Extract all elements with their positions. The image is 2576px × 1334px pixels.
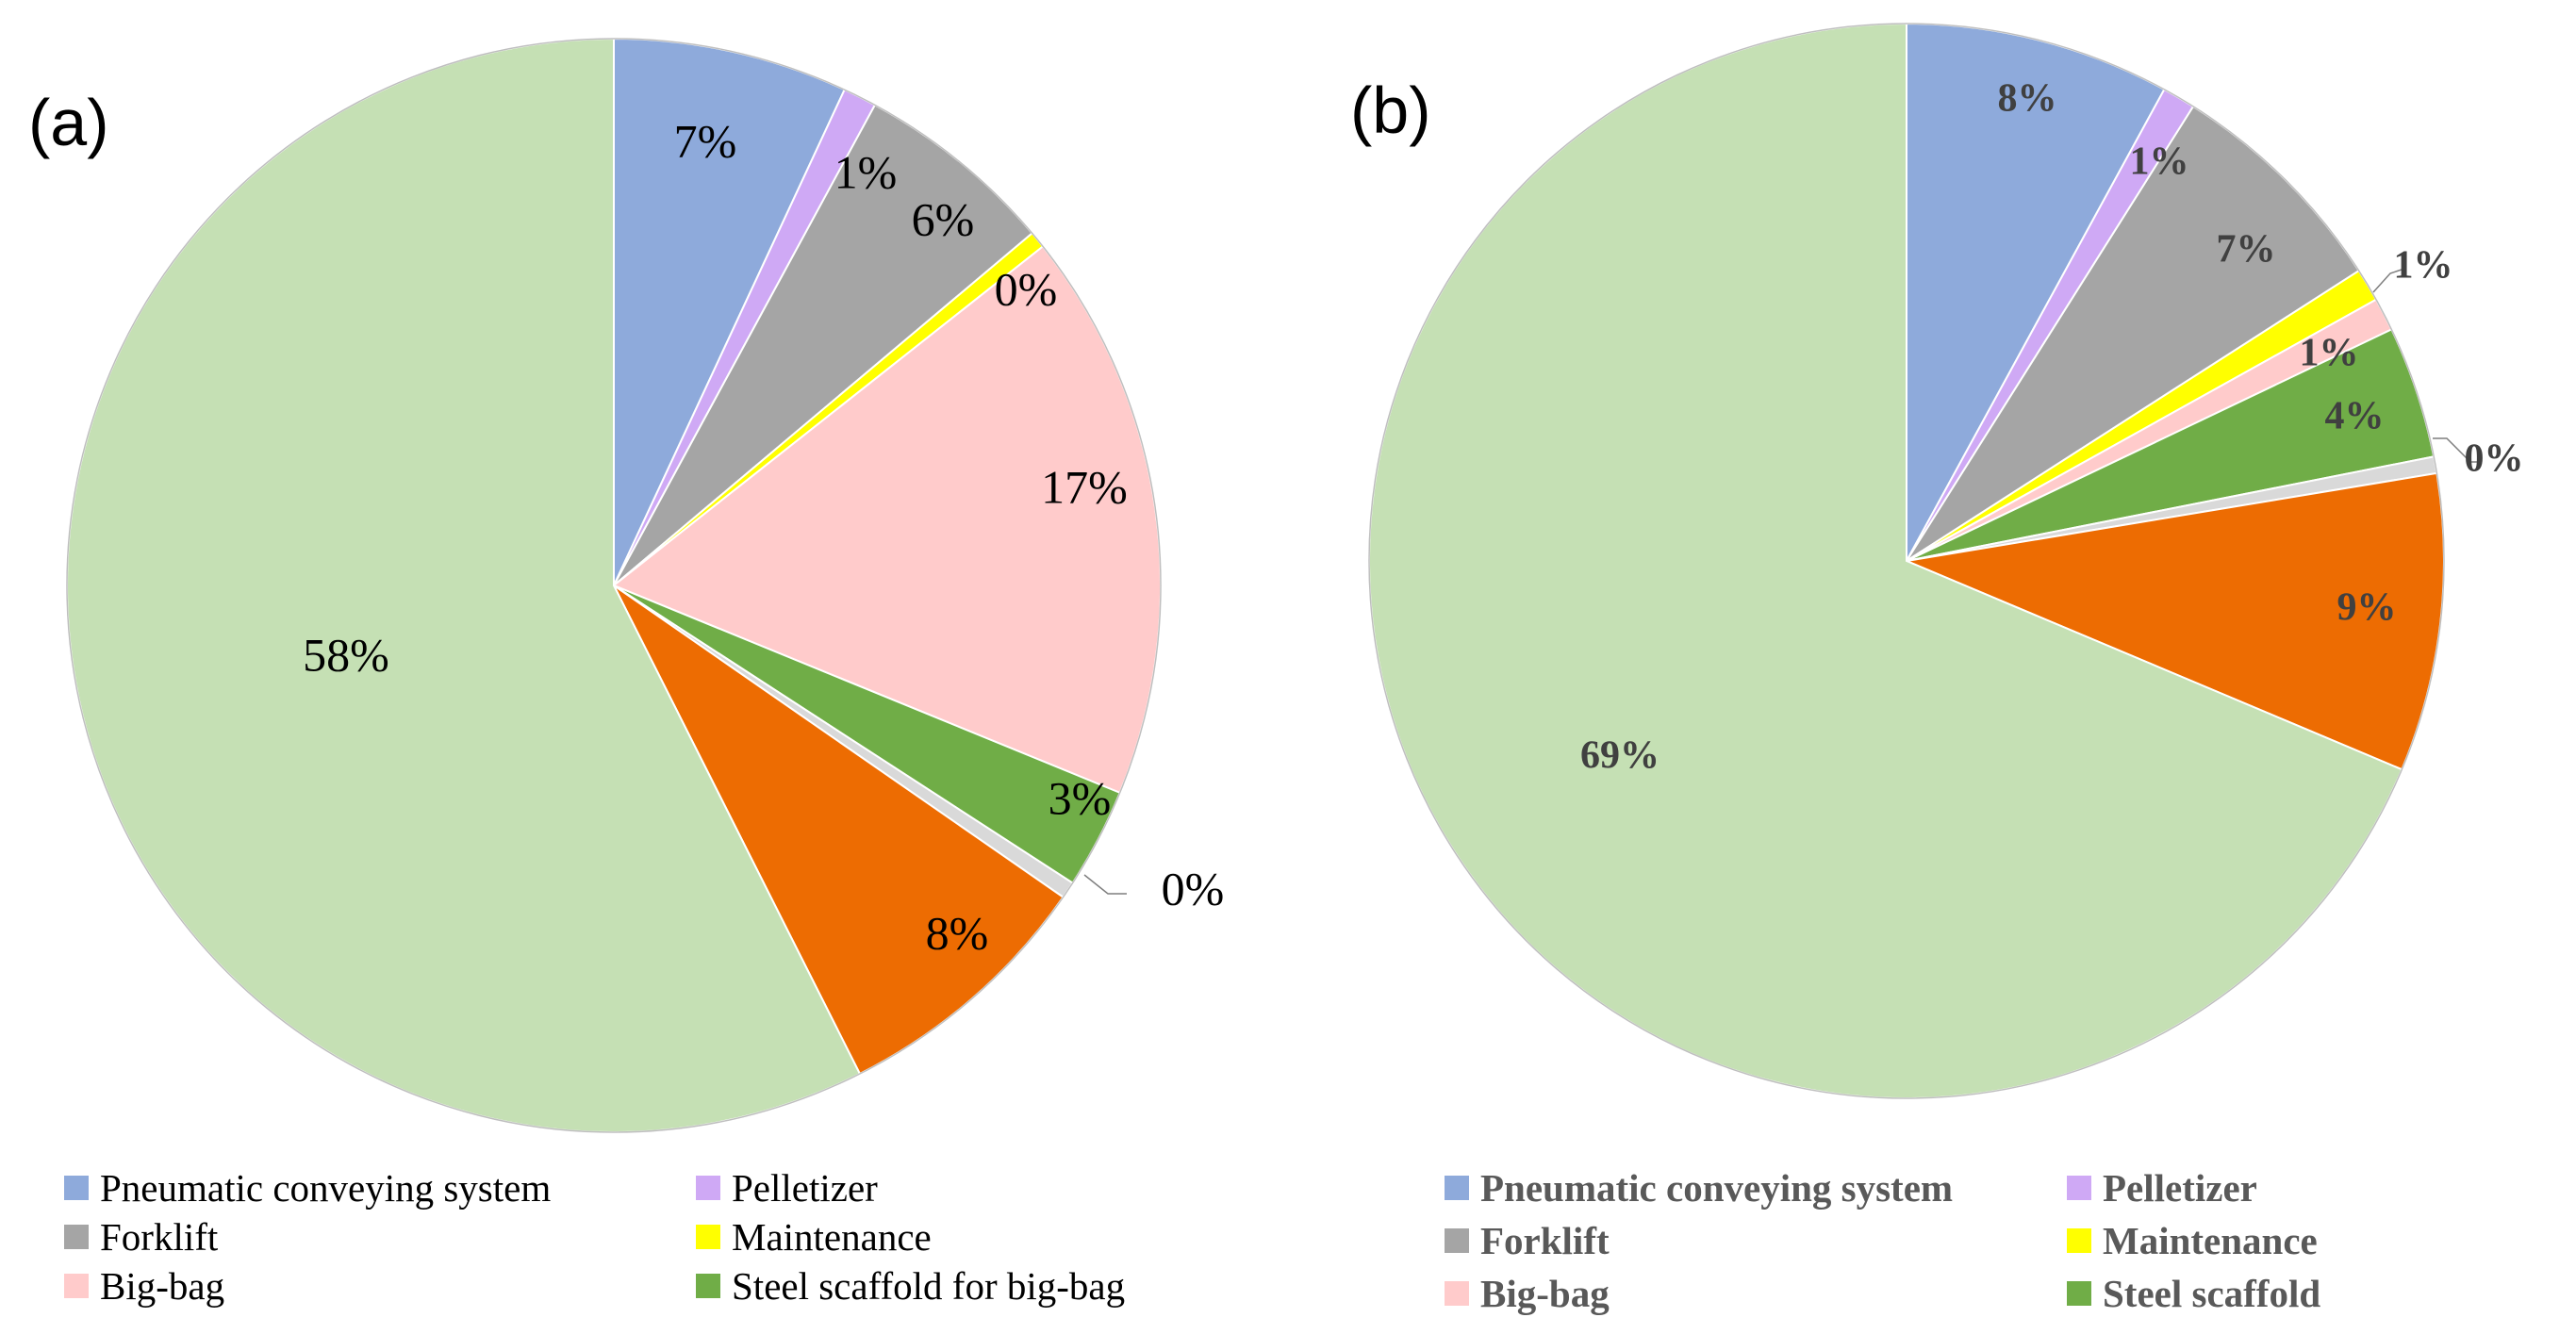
legend_a-item-1: Pelletizer bbox=[696, 1163, 1224, 1212]
legend_b-item-3: Maintenance bbox=[2067, 1214, 2576, 1267]
pie-b-data-label-0: 8% bbox=[1998, 77, 2057, 121]
legend_b-label-4: Big-bag bbox=[1480, 1272, 1610, 1315]
legend_b-item-5: Steel scaffold bbox=[2067, 1267, 2576, 1320]
pie-a-data-label-2: 6% bbox=[912, 192, 975, 245]
legend_b-swatch-5 bbox=[2067, 1281, 2091, 1306]
pie-a-data-label-6: 0% bbox=[1162, 862, 1225, 914]
pie-b-outline bbox=[1368, 23, 2445, 1099]
pie-b-data-label-4: 1% bbox=[2300, 332, 2359, 375]
legend_a-label-2: Forklift bbox=[100, 1215, 219, 1259]
legend_a-label-1: Pelletizer bbox=[732, 1166, 878, 1210]
legend_b-label-0: Pneumatic conveying system bbox=[1480, 1166, 1954, 1210]
legend_b-label-2: Forklift bbox=[1480, 1219, 1610, 1262]
legend_a-swatch-2 bbox=[64, 1225, 89, 1249]
legend_b-item-1: Pelletizer bbox=[2067, 1161, 2576, 1214]
legend_a-swatch-1 bbox=[696, 1176, 720, 1200]
legend_a-label-0: Pneumatic conveying system bbox=[100, 1166, 552, 1210]
legend_b-swatch-1 bbox=[2067, 1176, 2091, 1200]
legend_a-item-4: Big-bag bbox=[64, 1261, 696, 1310]
pie-b-data-label-3: 1% bbox=[2394, 244, 2453, 288]
pie-b-leader-line-0 bbox=[2433, 437, 2482, 463]
legend_a-item-0: Pneumatic conveying system bbox=[64, 1163, 696, 1212]
legend_a-swatch-5 bbox=[696, 1274, 720, 1298]
legend_b-swatch-0 bbox=[1445, 1176, 1469, 1200]
legend_b-swatch-3 bbox=[2067, 1228, 2091, 1253]
pie-b-leader-line-1 bbox=[2372, 268, 2405, 293]
pie-a-data-label-3: 0% bbox=[995, 262, 1058, 315]
legend-a: Pneumatic conveying system Pelletizer Fork… bbox=[64, 1163, 1224, 1310]
legend_a-swatch-3 bbox=[696, 1225, 720, 1249]
pie-a-data-label-7: 8% bbox=[926, 906, 989, 959]
legend_b-item-2: Forklift bbox=[1445, 1214, 2067, 1267]
legend_a-swatch-4 bbox=[64, 1274, 89, 1298]
legend_b-swatch-4 bbox=[1445, 1281, 1469, 1306]
pie-b-data-label-5: 4% bbox=[2325, 395, 2385, 438]
pie-b-data-label-6: 0% bbox=[2465, 437, 2524, 481]
legend_a-label-5: Steel scaffold for big-bag bbox=[732, 1264, 1126, 1308]
legend_a-item-5: Steel scaffold for big-bag bbox=[696, 1261, 1224, 1310]
pie-chart-a: 7% 1% 6% 0% 17% 3% 0% 8% 58% bbox=[66, 37, 1225, 1133]
legend_b-item-0: Pneumatic conveying system bbox=[1445, 1161, 2067, 1214]
legend_a-label-4: Big-bag bbox=[100, 1264, 225, 1308]
legend_a-item-3: Maintenance bbox=[696, 1212, 1224, 1261]
legend_b-swatch-2 bbox=[1445, 1228, 1469, 1253]
panel-label-a: (a) bbox=[28, 86, 109, 159]
pie-a-data-label-0: 7% bbox=[674, 114, 737, 167]
legend_a-item-2: Forklift bbox=[64, 1212, 696, 1261]
pie-a-data-label-1: 1% bbox=[834, 145, 898, 198]
pie-b-data-label-8: 69% bbox=[1580, 734, 1660, 778]
legend_b-label-1: Pelletizer bbox=[2103, 1166, 2257, 1210]
legend_b-label-3: Maintenance bbox=[2103, 1219, 2318, 1262]
legend-b: Pneumatic conveying system Pelletizer Fork… bbox=[1445, 1161, 2576, 1320]
pie-a-outline bbox=[66, 38, 1162, 1133]
pie-a-data-label-5: 3% bbox=[1049, 771, 1112, 824]
legend_b-label-5: Steel scaffold bbox=[2103, 1272, 2321, 1315]
pie-a-leader-line-0 bbox=[1083, 874, 1127, 895]
legend_a-label-3: Maintenance bbox=[732, 1215, 932, 1259]
legend_b-item-4: Big-bag bbox=[1445, 1267, 2067, 1320]
legend_a-swatch-0 bbox=[64, 1176, 89, 1200]
panel-label-b: (b) bbox=[1350, 74, 1431, 147]
pie-chart-b: 8% 1% 7% 1% 1% 4% 0% 9% 69% bbox=[1368, 22, 2524, 1099]
pie-a-data-label-4: 17% bbox=[1041, 460, 1128, 513]
pie-b-data-label-7: 9% bbox=[2337, 586, 2397, 630]
pie-a-data-label-8: 58% bbox=[303, 628, 389, 681]
pie-b-data-label-1: 1% bbox=[2130, 140, 2189, 184]
pie-b-data-label-2: 7% bbox=[2217, 228, 2276, 272]
